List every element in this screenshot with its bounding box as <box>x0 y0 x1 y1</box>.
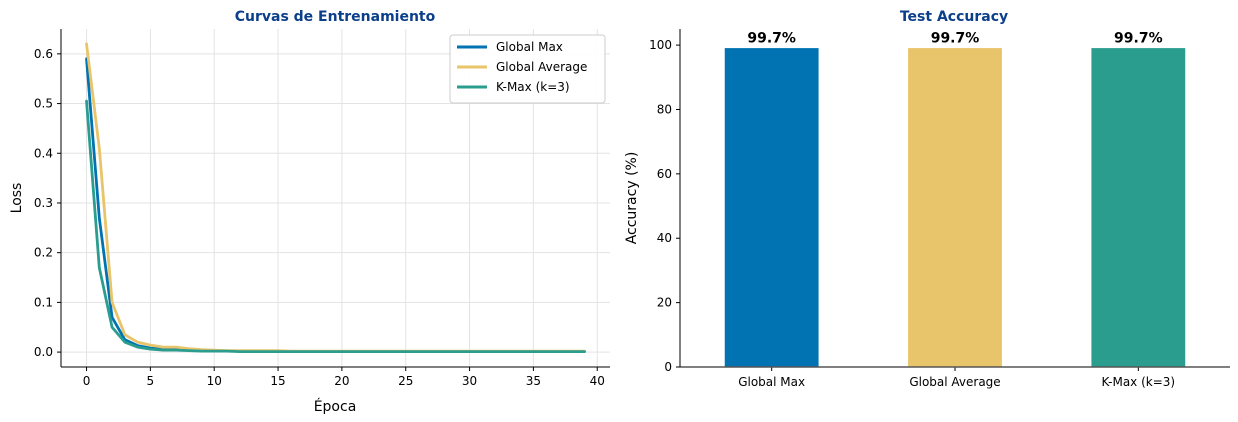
right-y-tick-label: 0 <box>664 360 672 374</box>
right-y-tick-label: 80 <box>657 102 672 116</box>
legend-box <box>449 34 606 104</box>
left-y-tick-label: 0.4 <box>34 146 53 160</box>
training-curves-chart: Curvas de Entrenamiento 0 5 10 15 20 25 30 35 40… <box>9 9 610 415</box>
left-x-tick-label: 40 <box>590 374 605 388</box>
right-y-tick-label: 40 <box>657 231 672 245</box>
right-x-tick-label: Global Average <box>909 375 1000 389</box>
legend-label-global-max: Global Max <box>496 40 563 54</box>
left-x-tick-label: 25 <box>398 374 413 388</box>
left-y-tick-label: 0.6 <box>34 47 53 61</box>
left-ticks: 0 5 10 15 20 25 30 35 40 0.0 0.1 0.2 0.3 0.4 0.5 0.6 <box>34 47 605 388</box>
legend: Global Max Global Average K-Max (k=3) <box>449 34 606 104</box>
bar-value-label: 99.7% <box>1114 30 1163 46</box>
left-x-tick-label: 5 <box>147 374 155 388</box>
left-y-tick-label: 0.0 <box>34 345 53 359</box>
right-y-tick-label: 60 <box>657 167 672 181</box>
bar-2 <box>1089 46 1187 368</box>
test-accuracy-chart: Test Accuracy 0 20 40 60 80 100 Global Max Glob… <box>624 9 1230 389</box>
left-x-tick-label: 15 <box>270 374 285 388</box>
left-chart-title: Curvas de Entrenamiento <box>235 9 436 25</box>
right-bars: 99.7% 99.7% 99.7% <box>723 30 1187 368</box>
right-x-tick-label: K-Max (k=3) <box>1102 375 1176 389</box>
left-y-tick-label: 0.1 <box>34 295 53 309</box>
right-chart-title: Test Accuracy <box>900 9 1008 25</box>
left-x-tick-label: 30 <box>462 374 477 388</box>
right-y-tick-label: 20 <box>657 296 672 310</box>
left-y-tick-label: 0.5 <box>34 97 53 111</box>
right-x-tick-label: Global Max <box>738 375 805 389</box>
left-y-tick-label: 0.2 <box>34 246 53 260</box>
right-ticks: 0 20 40 60 80 100 Global Max Global Average K-Ma… <box>649 38 1175 389</box>
left-x-tick-label: 35 <box>526 374 541 388</box>
right-y-axis-label: Accuracy (%) <box>624 152 640 245</box>
left-y-tick-label: 0.3 <box>34 196 53 210</box>
left-x-tick-label: 10 <box>207 374 222 388</box>
left-x-tick-label: 0 <box>83 374 91 388</box>
left-x-axis-label: Época <box>314 398 357 415</box>
legend-label-kmax: K-Max (k=3) <box>496 80 570 94</box>
right-y-tick-label: 100 <box>649 38 672 52</box>
left-x-tick-label: 20 <box>334 374 349 388</box>
left-y-axis-label: Loss <box>9 183 25 214</box>
bar-value-label: 99.7% <box>931 30 980 46</box>
bar-1 <box>906 46 1004 368</box>
bar-0 <box>723 46 821 368</box>
bar-value-label: 99.7% <box>747 30 796 46</box>
left-series-lines <box>85 42 586 353</box>
legend-label-global-average: Global Average <box>496 60 587 74</box>
series-line-2 <box>85 99 586 353</box>
